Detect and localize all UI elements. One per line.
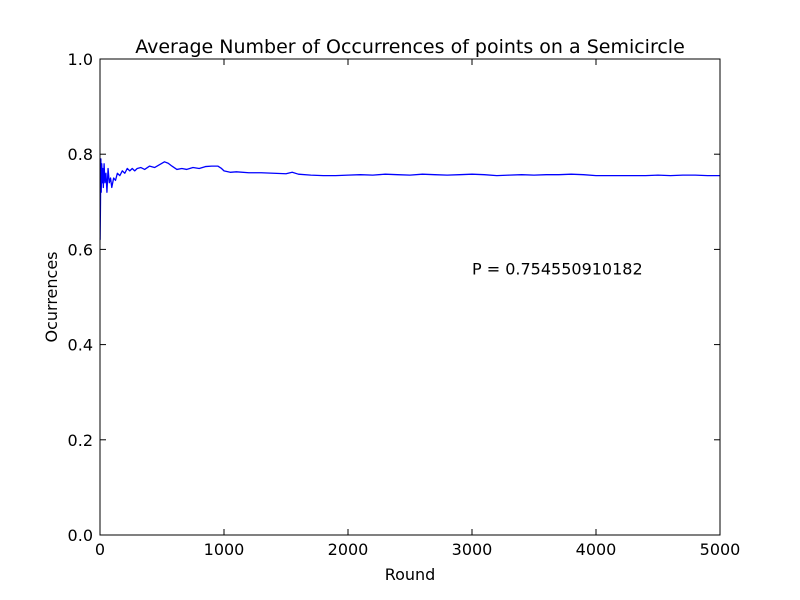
y-tick-label: 0.6 (68, 240, 93, 259)
x-tick-label: 3000 (452, 540, 493, 559)
x-axis-label: Round (385, 565, 436, 584)
series-line-0 (99, 158, 720, 240)
chart-title: Average Number of Occurrences of points … (135, 36, 685, 58)
y-tick-label: 0.4 (68, 336, 93, 355)
y-axis-label: Ocurrences (42, 251, 61, 342)
axis-ticks: 0 1000 2000 3000 4000 5000 0.0 0.2 0.4 0.6 0.8 1.0 (68, 50, 741, 559)
x-tick-label: 1000 (204, 540, 245, 559)
y-tick-label: 0.0 (68, 526, 93, 545)
probability-annotation: P = 0.754550910182 (472, 259, 643, 278)
x-tick-label: 4000 (576, 540, 617, 559)
y-tick-label: 0.2 (68, 431, 93, 450)
series-layer (99, 158, 720, 240)
x-tick-label: 5000 (700, 540, 741, 559)
y-tick-label: 0.8 (68, 145, 93, 164)
x-tick-label: 0 (95, 540, 105, 559)
x-tick-label: 2000 (328, 540, 369, 559)
plot-frame (99, 58, 721, 536)
y-tick-label: 1.0 (68, 50, 93, 69)
